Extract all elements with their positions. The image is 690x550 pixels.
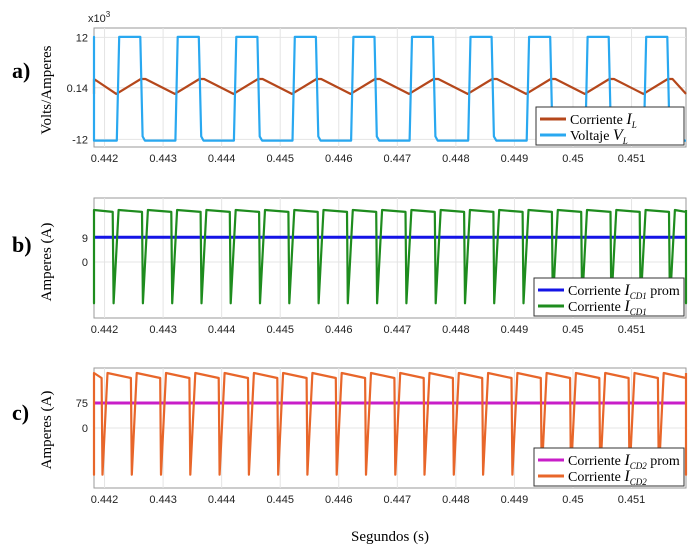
x-tick-label: 0.448 [442, 494, 470, 506]
x-tick-label: 0.443 [149, 494, 177, 506]
x-tick-label: 0.442 [91, 494, 119, 506]
x-tick-label: 0.444 [208, 494, 236, 506]
series-line-b-1 [92, 208, 688, 305]
panel-c: c) Amperes (A) 75 0 0.442 0.443 0.444 0.445 0… [12, 367, 688, 506]
x-tick-label: 0.448 [442, 153, 470, 165]
x-tick-label: 0.444 [208, 153, 236, 165]
x-tick-label: 0.447 [384, 494, 412, 506]
y-tick-label: 12 [76, 32, 88, 44]
x-tick-label: 0.445 [266, 324, 294, 336]
legend-entry: Corriente IL [570, 111, 637, 130]
legend-entry: Voltaje VL [570, 127, 628, 146]
y-tick-label: 75 [76, 398, 88, 410]
y-tick-label: 9 [82, 233, 88, 245]
y-tick-label: 0.14 [67, 83, 88, 95]
panel-label-c: c) [12, 400, 29, 425]
x-tick-label: 0.451 [618, 324, 646, 336]
x-tick-label: 0.445 [266, 494, 294, 506]
y-axis-label-b: Amperes (A) [39, 223, 55, 302]
legend-box [533, 447, 685, 487]
legend-entry: Corriente ICD2 prom [568, 452, 680, 471]
y-axis-label-c: Amperes (A) [39, 391, 55, 470]
x-tick-label: 0.447 [384, 153, 412, 165]
x-tick-label: 0.446 [325, 494, 353, 506]
exponent-label-a: x103 [88, 10, 111, 25]
series-line-c-1 [92, 371, 688, 476]
panel-label-a: a) [12, 58, 30, 83]
series-line-a-0 [92, 77, 687, 95]
legend-box [535, 106, 685, 146]
x-tick-label: 0.449 [501, 153, 529, 165]
series-line-a-1 [92, 35, 686, 142]
y-axis-label-a: Volts/Amperes [39, 45, 55, 134]
y-tick-label: 0 [82, 257, 88, 269]
x-tick-label: 0.451 [618, 494, 646, 506]
legend-entry: Corriente ICD1 [568, 298, 647, 317]
x-tick-label: 0.445 [266, 153, 294, 165]
x-axis-label: Segundos (s) [351, 529, 429, 545]
x-tick-label: 0.446 [325, 324, 353, 336]
panel-label-b: b) [12, 232, 32, 257]
x-tick-label: 0.45 [562, 324, 583, 336]
legend-entry: Corriente ICD1 prom [568, 282, 680, 301]
panel-a: a) Volts/Amperes x103 12 0.14 -12 0.442 0.4… [12, 10, 687, 165]
x-tick-label: 0.447 [384, 324, 412, 336]
x-tick-label: 0.45 [562, 153, 583, 165]
x-tick-label: 0.449 [501, 324, 529, 336]
y-tick-label: -12 [72, 134, 88, 146]
y-tick-label: 0 [82, 423, 88, 435]
legend-entry: Corriente ICD2 [568, 468, 647, 487]
x-tick-label: 0.451 [618, 153, 646, 165]
x-tick-label: 0.442 [91, 324, 119, 336]
x-tick-label: 0.443 [149, 153, 177, 165]
x-tick-label: 0.444 [208, 324, 236, 336]
panel-b: b) Amperes (A) 9 0 0.442 0.443 0.444 0.445 0.… [12, 197, 688, 336]
x-tick-label: 0.45 [562, 494, 583, 506]
x-tick-label: 0.442 [91, 153, 119, 165]
x-tick-label: 0.446 [325, 153, 353, 165]
legend-box [533, 277, 685, 317]
x-tick-label: 0.448 [442, 324, 470, 336]
x-tick-label: 0.443 [149, 324, 177, 336]
x-tick-label: 0.449 [501, 494, 529, 506]
